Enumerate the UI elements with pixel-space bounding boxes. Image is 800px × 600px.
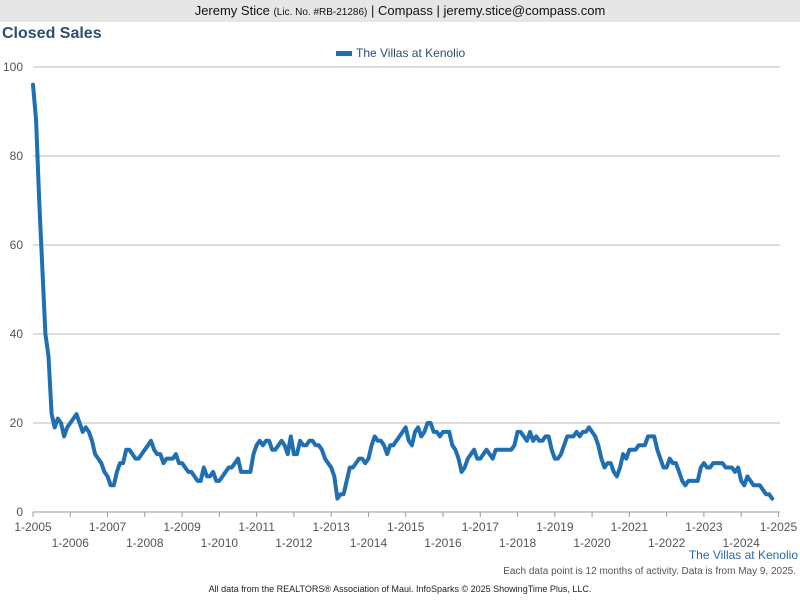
- x-tick-label: 1-2022: [648, 536, 686, 550]
- x-tick-label: 1-2009: [163, 520, 201, 534]
- x-tick-label: 1-2015: [387, 520, 425, 534]
- footer-credit: All data from the REALTORS® Association …: [208, 584, 592, 594]
- x-tick-label: 1-2006: [52, 536, 90, 550]
- legend-label: The Villas at Kenolio: [356, 46, 466, 60]
- x-tick-label: 1-2010: [201, 536, 239, 550]
- legend-swatch: [336, 50, 352, 56]
- y-tick-label: 20: [10, 416, 24, 430]
- y-tick-label: 0: [16, 505, 23, 519]
- x-tick-label: 1-2011: [238, 520, 275, 534]
- x-tick-label: 1-2019: [536, 520, 574, 534]
- series-label[interactable]: The Villas at Kenolio: [688, 548, 798, 562]
- agent-header: Jeremy Stice (Lic. No. #RB-21286) | Comp…: [0, 0, 800, 22]
- y-tick-label: 60: [10, 238, 24, 252]
- x-tick-label: 1-2014: [350, 536, 388, 550]
- agent-license: (Lic. No. #RB-21286): [273, 7, 368, 18]
- x-tick-label: 1-2025: [760, 520, 798, 534]
- y-tick-label: 80: [10, 149, 24, 163]
- agent-contact: | Compass | jeremy.stice@compass.com: [371, 3, 606, 18]
- x-tick-label: 1-2012: [275, 536, 313, 550]
- x-tick-label: 1-2013: [312, 520, 350, 534]
- chart-title: Closed Sales: [2, 25, 102, 42]
- x-tick-label: 1-2008: [126, 536, 164, 550]
- chart-legend[interactable]: The Villas at Kenolio: [336, 46, 465, 60]
- x-tick-label: 1-2020: [573, 536, 611, 550]
- x-tick-label: 1-2024: [722, 536, 760, 550]
- x-tick-label: 1-2007: [89, 520, 127, 534]
- x-tick-label: 1-2016: [424, 536, 462, 550]
- x-tick-label: 1-2005: [14, 520, 52, 534]
- x-tick-label: 1-2018: [499, 536, 537, 550]
- agent-name: Jeremy Stice: [194, 3, 270, 18]
- series-line: [31, 82, 775, 501]
- data-note: Each data point is 12 months of activity…: [503, 566, 796, 577]
- x-tick-label: 1-2021: [611, 520, 649, 534]
- x-tick-label: 1-2023: [685, 520, 723, 534]
- y-tick-label: 100: [3, 60, 23, 74]
- y-tick-label: 40: [10, 327, 24, 341]
- x-tick-label: 1-2017: [462, 520, 500, 534]
